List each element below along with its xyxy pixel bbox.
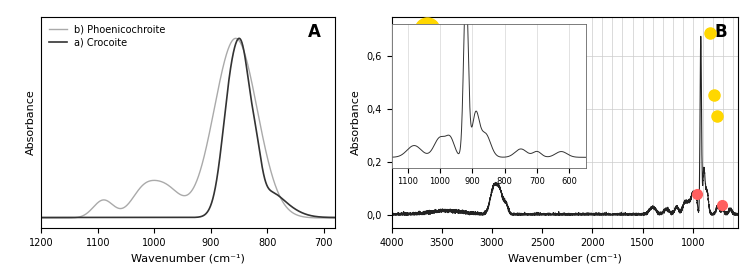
Y-axis label: Absorbance: Absorbance [26,90,36,155]
b) Phoenicochroite [231,37,240,40]
X-axis label: Wavenumber (cm⁻¹): Wavenumber (cm⁻¹) [131,253,245,263]
b) Phoenicochroite [322,216,331,220]
a) Crocoite [37,216,46,219]
X-axis label: Wavenumber (cm⁻¹): Wavenumber (cm⁻¹) [508,253,622,263]
b) Phoenicochroite [268,176,277,179]
Text: B: B [715,23,727,41]
a) Crocoite [172,216,181,219]
b) Phoenicochroite [172,190,181,193]
a) Crocoite [235,37,244,40]
b) Phoenicochroite [180,194,189,197]
a) Crocoite [322,216,331,219]
Line: a) Crocoite: a) Crocoite [41,38,335,217]
Line: b) Phoenicochroite: b) Phoenicochroite [41,38,335,218]
a) Crocoite [322,216,331,219]
Legend: b) Phoenicochroite, a) Crocoite: b) Phoenicochroite, a) Crocoite [46,21,169,50]
a) Crocoite [268,190,277,194]
b) Phoenicochroite [52,216,61,220]
b) Phoenicochroite [322,216,331,220]
b) Phoenicochroite [37,216,46,220]
Y-axis label: Absorbance: Absorbance [351,90,361,155]
a) Crocoite [180,216,189,219]
a) Crocoite [52,216,61,219]
Text: A: A [307,23,320,41]
b) Phoenicochroite [331,216,340,220]
a) Crocoite [331,216,340,219]
